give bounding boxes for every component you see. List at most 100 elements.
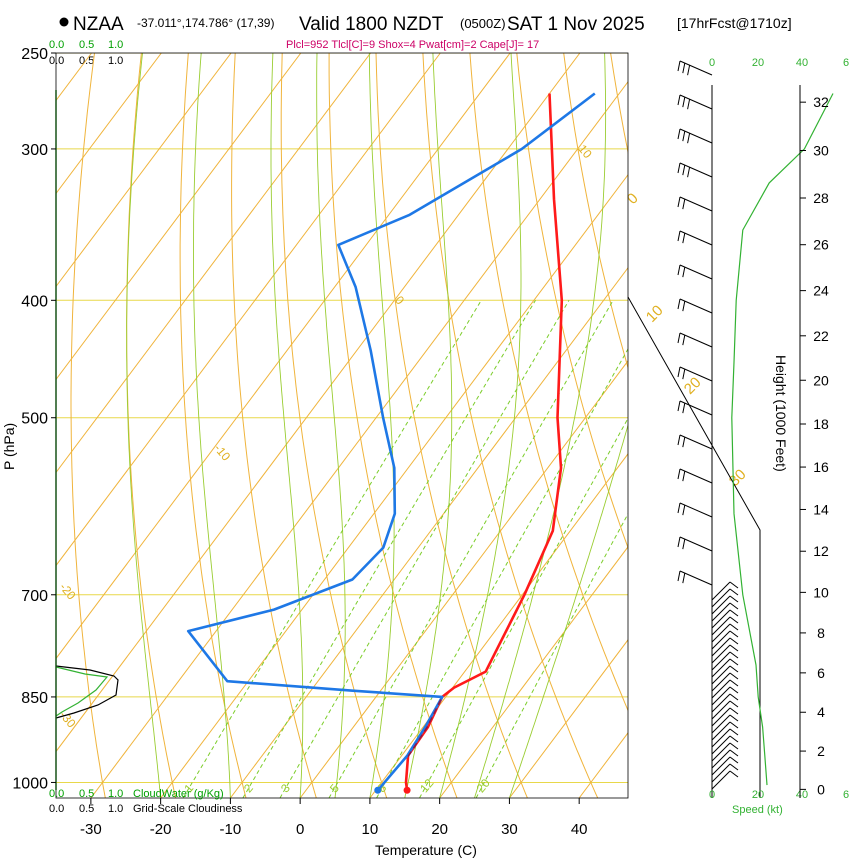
dry-adiabat-50 xyxy=(469,53,628,712)
temperature-tick-label-20: 20 xyxy=(431,821,448,838)
chart-title: Valid 1800 NZDT xyxy=(299,14,444,35)
wind-speed-tick-bottom-3: 6 xyxy=(843,789,849,801)
dry-adiabat-30 xyxy=(375,53,528,798)
isotherm-label-0: 10 xyxy=(575,142,595,161)
station-name: NZAA xyxy=(73,14,124,35)
isotherm-20 xyxy=(439,546,628,798)
pressure-tick-label-500: 500 xyxy=(21,411,48,428)
wind-barb-flag-6-0 xyxy=(677,264,681,276)
wind-barb-staff-33 xyxy=(711,700,731,720)
cloud-scale-top-black-1: 0.5 xyxy=(79,55,94,67)
isotherm--50 xyxy=(56,53,511,660)
wind-barb-33 xyxy=(711,700,739,720)
chart-subtitle: Plcl=952 Tlcl[C]=9 Shox=4 Pwat[cm]=2 Cap… xyxy=(286,39,539,51)
wind-barb-41 xyxy=(711,756,739,776)
wind-barb-staff-12 xyxy=(679,468,713,484)
wind-barb-3 xyxy=(677,162,713,178)
wind-barb-flag-22-0 xyxy=(729,623,739,631)
isotherm--100 xyxy=(56,53,162,195)
wind-barb-staff-29 xyxy=(711,672,731,692)
wind-barb-staff-8 xyxy=(679,332,713,348)
wind-speed-ticks-bottom: 0 20 40 6 xyxy=(709,789,849,801)
dry-adiabat--10 xyxy=(179,53,247,798)
temperature-tick-label--20: -20 xyxy=(150,821,172,838)
wind-barb-flag-21-0 xyxy=(729,616,739,624)
wind-barb-staff-24 xyxy=(711,637,731,657)
cloud-scale-top-green-1: 0.5 xyxy=(79,39,94,51)
wind-barb-0 xyxy=(677,60,713,76)
wind-barb-flag-31-0 xyxy=(729,686,739,694)
isotherm-label-2: -10 xyxy=(211,441,233,464)
isotherm--80 xyxy=(56,53,302,381)
cloud-scale-bottom: 0.0 0.5 1.0 CloudWater (g/Kg) 0.0 0.5 1.… xyxy=(49,788,243,815)
wind-barb-2 xyxy=(677,128,713,144)
dry-adiabat-label-3: 30 xyxy=(726,466,750,490)
wind-barb-staff-30 xyxy=(711,679,731,699)
mixing-ratio-3 xyxy=(279,300,570,798)
moist-adiabat-30 xyxy=(508,423,628,798)
wind-barb-flag-2-2 xyxy=(687,133,691,144)
mixing-ratio-1 xyxy=(182,300,482,798)
isotherm-40 xyxy=(578,732,628,798)
wind-barb-staff-20 xyxy=(711,609,731,629)
mixing-ratio-8 xyxy=(376,348,628,798)
wind-barb-flag-29-0 xyxy=(729,672,739,680)
wind-barb-8 xyxy=(677,332,713,348)
dry-adiabat-110 xyxy=(751,53,850,798)
wind-barb-staff-25 xyxy=(711,644,731,664)
height-tick-label-20: 20 xyxy=(813,372,829,388)
wind-barb-staff-0 xyxy=(679,60,713,76)
wind-barb-staff-27 xyxy=(711,658,731,678)
wind-barb-18 xyxy=(711,595,739,615)
isotherm-0 xyxy=(299,360,628,798)
wind-barb-staff-6 xyxy=(679,264,713,280)
wind-barb-31 xyxy=(711,686,739,706)
height-axis-title: Height (1000 Feet) xyxy=(773,355,789,472)
wind-barb-flag-32-0 xyxy=(729,693,739,701)
cloudwater-legend: CloudWater (g/Kg) xyxy=(133,788,224,800)
temperature-tick-label-30: 30 xyxy=(501,821,518,838)
isotherm--60 xyxy=(56,53,441,567)
cloud-scale-top-black-0: 0.0 xyxy=(49,55,64,67)
wind-barb-flag-1-0 xyxy=(677,94,681,106)
wind-barb-38 xyxy=(711,735,739,755)
wind-speed-tick-top-1: 20 xyxy=(752,57,764,69)
moist-adiabat-5 xyxy=(316,53,346,798)
wind-barb-43 xyxy=(711,770,739,790)
mixing-ratio-20 xyxy=(475,512,628,798)
temperature-tick-label-40: 40 xyxy=(571,821,588,838)
wind-barb-staff-21 xyxy=(711,616,731,636)
dry-adiabat-10 xyxy=(280,53,388,798)
height-tick-label-18: 18 xyxy=(813,416,829,432)
dry-adiabat-label-0: 0 xyxy=(624,190,642,208)
wind-speed-tick-top-3: 6 xyxy=(843,57,849,69)
wind-barb-flag-14-0 xyxy=(677,536,681,548)
wind-barb-staff-14 xyxy=(679,536,713,552)
moist-adiabat--20 xyxy=(126,53,162,798)
cloud-scale-top: 0.0 0.5 1.0 0.0 0.5 1.0 xyxy=(49,39,123,67)
wind-speed-tick-bottom-2: 40 xyxy=(796,789,808,801)
wind-barb-staff-13 xyxy=(679,502,713,518)
wind-barb-flag-0-1 xyxy=(682,63,686,74)
wind-barb-flag-18-0 xyxy=(729,595,739,603)
wind-barb-staff-4 xyxy=(679,196,713,212)
wind-barb-staff-3 xyxy=(679,162,713,178)
wind-barb-flag-3-2 xyxy=(687,167,691,178)
wind-barb-6 xyxy=(677,264,713,280)
wind-barb-flag-8-0 xyxy=(677,332,681,344)
wind-barb-flag-17-0 xyxy=(729,588,739,596)
wind-barb-flag-3-1 xyxy=(682,165,686,176)
wind-barb-14 xyxy=(677,536,713,552)
isotherm-10 xyxy=(369,453,628,798)
wind-speed-tick-bottom-1: 20 xyxy=(752,789,764,801)
cloudwater-profile xyxy=(55,666,109,717)
height-tick-label-14: 14 xyxy=(813,501,829,517)
wind-barb-staff-17 xyxy=(711,588,731,608)
wind-barb-flag-10-0 xyxy=(677,400,681,412)
wind-barb-28 xyxy=(711,665,739,685)
wind-barb-flag-27-0 xyxy=(729,658,739,666)
sounding-series xyxy=(186,92,596,794)
wind-barb-flag-39-0 xyxy=(729,742,739,750)
cloud-scale-bottom-green-0: 0.0 xyxy=(49,788,64,800)
